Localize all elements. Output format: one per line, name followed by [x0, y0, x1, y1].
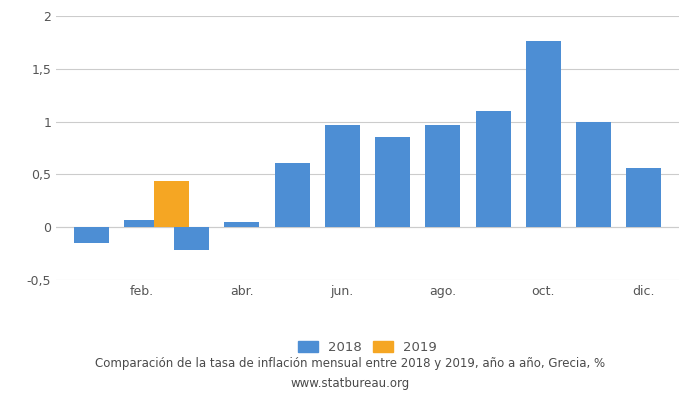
Bar	[224, 222, 260, 227]
Bar	[526, 41, 561, 227]
Bar	[375, 138, 410, 227]
Bar	[426, 125, 461, 227]
Bar	[274, 163, 309, 227]
Bar	[74, 227, 108, 243]
Bar	[154, 181, 189, 227]
Text: Comparación de la tasa de inflación mensual entre 2018 y 2019, año a año, Grecia: Comparación de la tasa de inflación mens…	[95, 358, 605, 370]
Bar	[475, 111, 511, 227]
Bar	[325, 125, 360, 227]
Bar	[124, 220, 159, 227]
Bar	[626, 168, 662, 227]
Legend: 2018, 2019: 2018, 2019	[294, 336, 441, 358]
Bar	[576, 122, 611, 227]
Bar	[174, 227, 209, 250]
Text: www.statbureau.org: www.statbureau.org	[290, 378, 410, 390]
